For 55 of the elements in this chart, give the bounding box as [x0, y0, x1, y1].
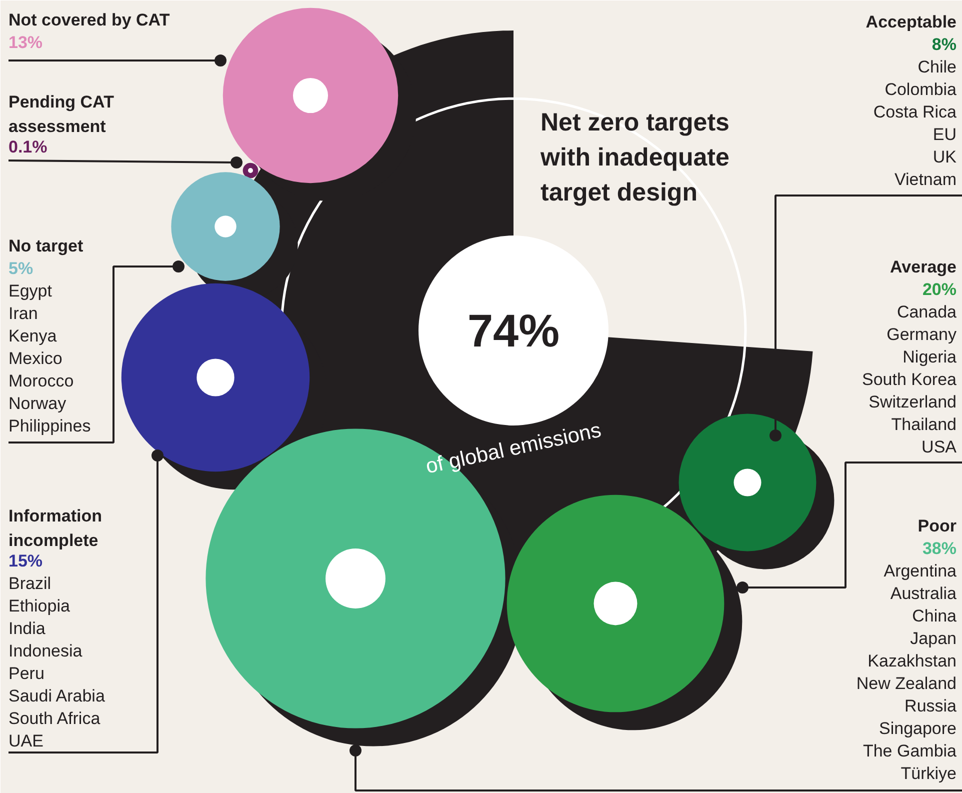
text: Philippines: [8, 416, 91, 436]
text: of global emissions: [424, 418, 604, 478]
text: Australia: [890, 584, 956, 603]
text: Colombia: [884, 80, 956, 99]
text: Costa Rica: [873, 102, 956, 122]
text: South Korea: [862, 370, 957, 389]
category-label: No target: [8, 236, 84, 256]
category-label: Acceptable: [866, 12, 956, 32]
text: Chile: [918, 58, 957, 76]
text: USA: [922, 438, 957, 456]
text: Singapore: [878, 719, 957, 738]
text: Türkiye: [900, 764, 957, 783]
text: South Africa: [8, 709, 100, 728]
text: Kenya: [8, 326, 57, 346]
text: Morocco: [8, 372, 74, 390]
text: Thailand: [891, 415, 957, 434]
text: UK: [932, 148, 957, 166]
data-label: 13%: [8, 33, 43, 52]
text: Nigeria: [902, 348, 957, 366]
text: India: [8, 619, 46, 638]
text: Russia: [904, 696, 957, 716]
text: Kazakhstan: [868, 652, 957, 670]
text: Indonesia: [8, 642, 82, 660]
text: Canada: [896, 302, 957, 322]
data-label: 5%: [8, 259, 34, 278]
text: 74%: [467, 304, 560, 356]
text: Egypt: [8, 282, 52, 300]
text: Iran: [8, 304, 38, 323]
text: Brazil: [8, 574, 52, 593]
data-label: 0.1%: [8, 138, 48, 156]
category-label: Average: [890, 258, 957, 276]
data-label: 8%: [932, 35, 957, 54]
category-label: Not covered by CAT: [8, 10, 170, 30]
text: New Zealand: [856, 674, 957, 693]
text: Vietnam: [894, 170, 957, 189]
text: Norway: [8, 394, 66, 413]
text: China: [912, 606, 957, 626]
text: Saudi Arabia: [8, 686, 105, 706]
category-label: Poor: [918, 516, 957, 536]
data-label: 38%: [922, 539, 957, 558]
text: Net zero targets with inadequate target design: [540, 108, 730, 206]
text: Ethiopia: [8, 596, 70, 616]
text: UAE: [8, 732, 44, 750]
text: Switzerland: [868, 392, 957, 412]
text: Argentina: [884, 562, 957, 580]
data-label: 15%: [8, 552, 43, 570]
category-label: Pending CAT assessment: [8, 92, 115, 136]
text: Japan: [910, 629, 957, 648]
text: Germany: [886, 325, 957, 344]
data-label: 20%: [922, 280, 957, 299]
text: EU: [932, 125, 957, 144]
category-label: Information incomplete: [8, 506, 102, 550]
text: Mexico: [8, 349, 62, 368]
text: Peru: [8, 664, 44, 683]
text: The Gambia: [862, 742, 957, 760]
